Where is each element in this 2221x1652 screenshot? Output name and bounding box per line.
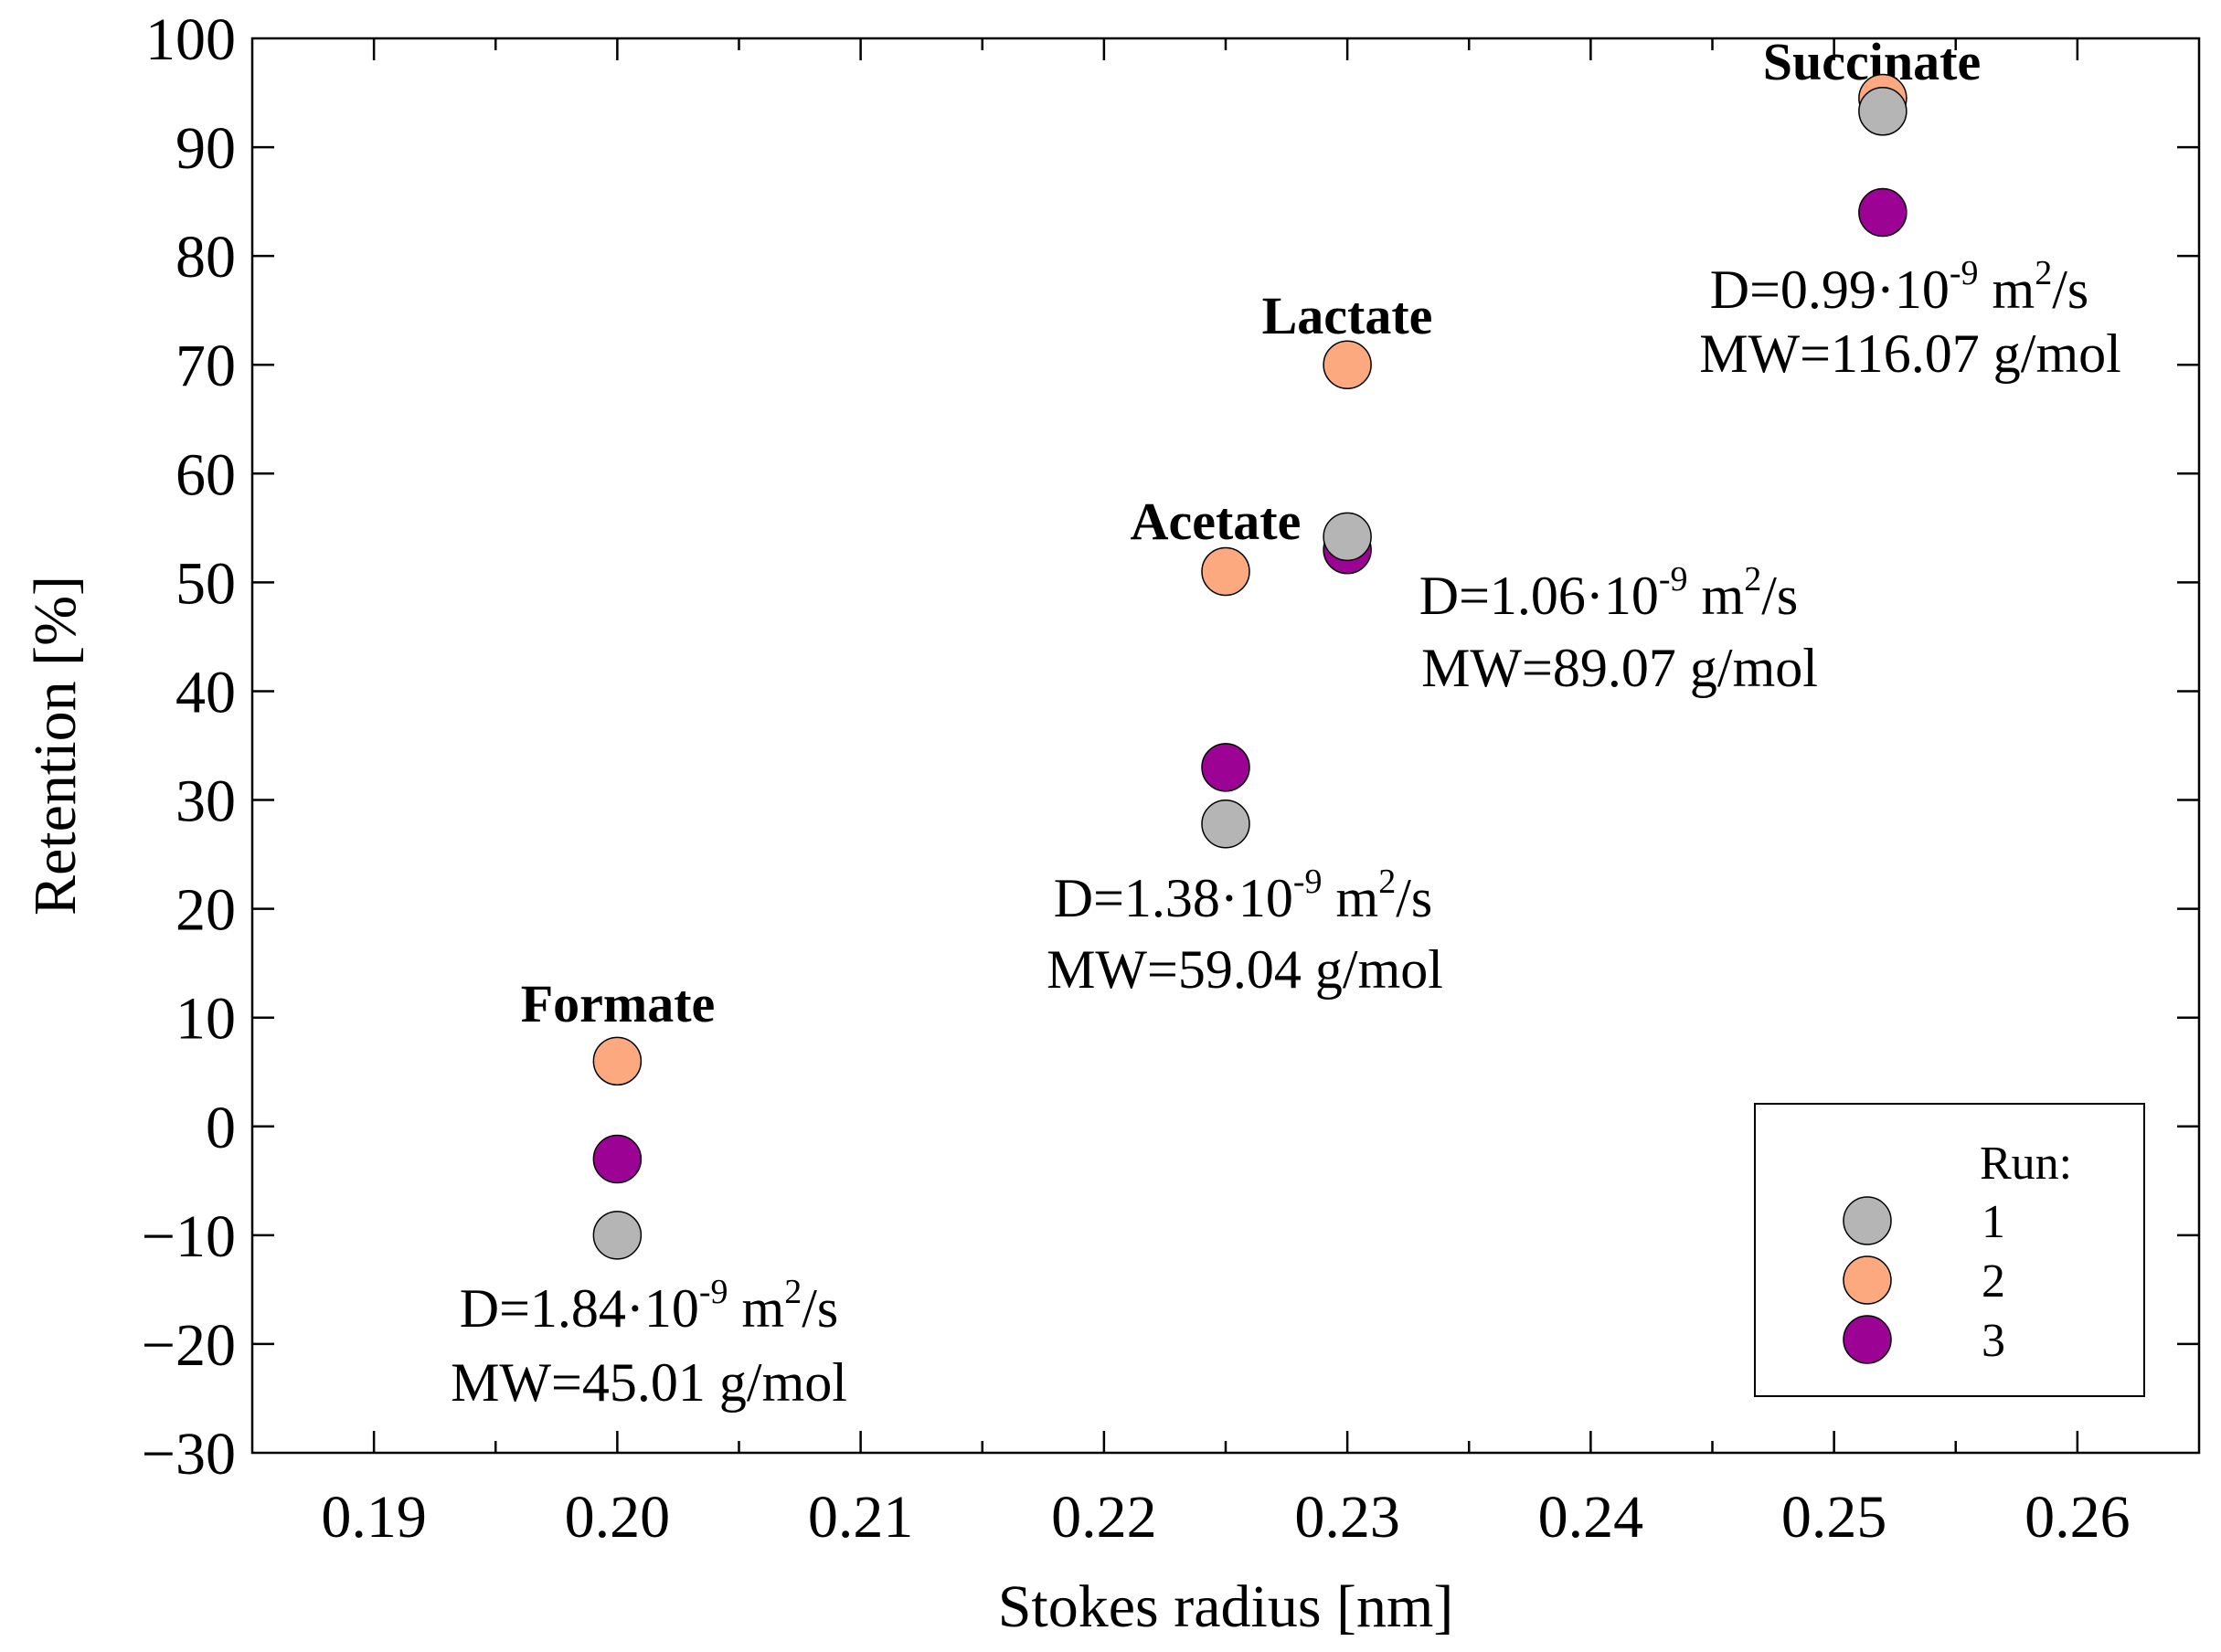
diffusion-unit: m [728, 1278, 785, 1339]
x-tick-label: 0.26 [2024, 1484, 2131, 1551]
x-tick-label: 0.23 [1294, 1484, 1400, 1551]
diffusion-unit-exponent: 2 [1378, 863, 1396, 901]
data-point-run-1 [1323, 512, 1372, 562]
data-point-run-2 [1323, 340, 1372, 389]
diffusion-unit-tail: /s [1396, 868, 1432, 928]
y-tick-label: 0 [206, 1095, 236, 1161]
molecular-weight-formate: MW=45.01 g/mol [451, 1352, 847, 1413]
data-point-run-3 [1201, 743, 1250, 792]
diffusion-base: D=1.06·10 [1419, 566, 1659, 626]
diffusion-unit: m [1688, 566, 1745, 626]
x-axis-title: Stokes radius [nm] [998, 1573, 1454, 1640]
y-tick-label: 60 [175, 441, 236, 508]
axis-tick-labels: 0.19 0.20 0.21 0.22 0.23 0.24 0.25 0.26 −30 −20 −1… [142, 6, 2131, 1551]
x-tick-label: 0.21 [808, 1484, 914, 1551]
diffusion-exponent: -9 [699, 1273, 728, 1311]
data-point-run-1 [1858, 87, 1908, 136]
y-tick-label: 20 [175, 877, 236, 944]
compound-label-formate: Formate [521, 974, 716, 1033]
molecular-weight-lactate: MW=89.07 g/mol [1421, 638, 1818, 698]
axis-ticks [252, 38, 2199, 1453]
data-point-run-3 [592, 1134, 643, 1184]
legend-title: Run: [1980, 1138, 2072, 1190]
y-tick-label: 100 [145, 6, 236, 73]
data-point-run-1 [1201, 799, 1250, 849]
compound-label-lactate: Lactate [1262, 286, 1433, 345]
diffusion-unit-tail: /s [1761, 566, 1798, 626]
x-tick-label: 0.24 [1538, 1484, 1644, 1551]
x-tick-label: 0.25 [1781, 1484, 1887, 1551]
y-tick-label: −30 [142, 1421, 236, 1488]
data-point-run-1 [592, 1211, 643, 1260]
diffusion-unit: m [1979, 259, 2035, 320]
x-tick-label: 0.20 [565, 1484, 671, 1551]
y-axis-title: Retention [%] [22, 576, 89, 916]
legend-marker-run-2 [1843, 1255, 1892, 1305]
y-tick-label: 80 [175, 224, 236, 291]
diffusion-unit-exponent: 2 [1744, 560, 1761, 598]
diffusion-exponent: -9 [1659, 560, 1688, 598]
y-tick-label: 50 [175, 550, 236, 617]
diffusion-unit-tail: /s [802, 1278, 838, 1339]
y-tick-label: −20 [142, 1312, 236, 1379]
molecular-weight-succinate: MW=116.07 g/mol [1699, 323, 2121, 384]
legend-marker-run-1 [1843, 1196, 1892, 1245]
legend-label-run-3: 3 [1982, 1315, 2005, 1367]
data-points [592, 73, 1908, 1260]
x-tick-label: 0.19 [321, 1484, 427, 1551]
diffusion-unit: m [1323, 868, 1379, 928]
y-tick-label: 40 [175, 659, 236, 725]
compound-label-acetate: Acetate [1131, 492, 1302, 551]
data-point-run-3 [1858, 187, 1908, 238]
diffusion-base: D=1.84·10 [460, 1278, 699, 1339]
molecular-weight-acetate: MW=59.04 g/mol [1047, 939, 1443, 1000]
y-tick-label: 70 [175, 333, 236, 399]
diffusion-base: D=0.99·10 [1710, 259, 1950, 320]
legend-label-run-2: 2 [1982, 1255, 2005, 1308]
data-point-run-2 [1201, 546, 1250, 597]
legend-marker-run-3 [1843, 1315, 1892, 1364]
y-tick-label: 90 [175, 115, 236, 182]
diffusion-annotation-formate: D=1.84·10-9 m2/s [460, 1273, 839, 1339]
diffusion-annotation-succinate: D=0.99·10-9 m2/s [1710, 254, 2089, 320]
diffusion-base: D=1.38·10 [1054, 868, 1293, 928]
y-tick-label: 30 [175, 768, 236, 835]
diffusion-annotation-acetate: D=1.38·10-9 m2/s [1054, 863, 1433, 928]
data-point-run-2 [592, 1036, 643, 1086]
x-tick-label: 0.22 [1051, 1484, 1157, 1551]
y-tick-label: −10 [142, 1203, 236, 1270]
diffusion-unit-tail: /s [2052, 259, 2088, 320]
y-tick-label: 10 [175, 986, 236, 1053]
diffusion-unit-exponent: 2 [2035, 254, 2052, 292]
diffusion-exponent: -9 [1293, 863, 1323, 901]
compound-annotations: Formate D=1.84·10-9 m2/s MW=45.01 g/mol … [451, 32, 2121, 1413]
diffusion-exponent: -9 [1950, 254, 1979, 292]
legend-box [1754, 1103, 2145, 1397]
legend: Run: 1 2 3 [1754, 1103, 2145, 1397]
diffusion-unit-exponent: 2 [784, 1273, 802, 1311]
legend-label-run-1: 1 [1982, 1196, 2005, 1248]
diffusion-annotation-lactate: D=1.06·10-9 m2/s [1419, 560, 1799, 626]
